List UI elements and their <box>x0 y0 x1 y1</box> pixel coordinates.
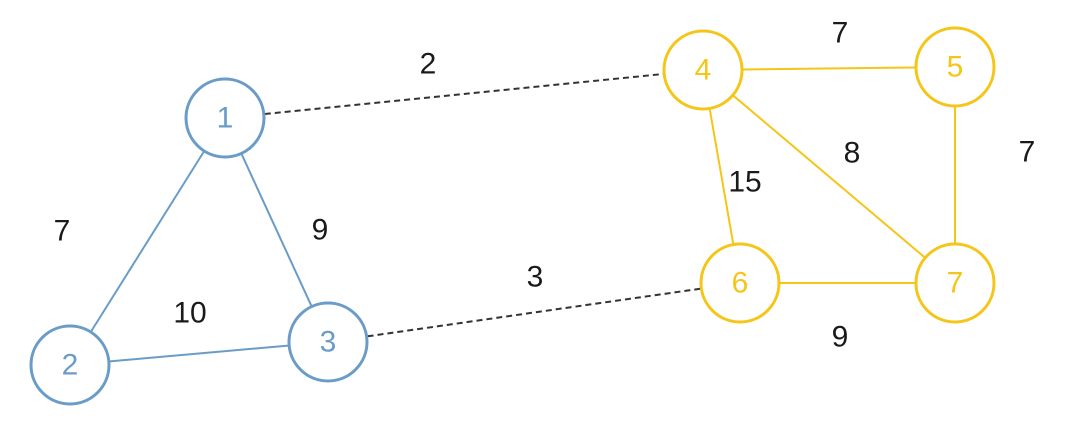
edge-1-4 <box>264 73 664 115</box>
node-3: 3 <box>287 301 369 383</box>
node-label-7: 7 <box>947 267 964 300</box>
node-5: 5 <box>914 26 996 108</box>
edge-4-7 <box>732 95 926 258</box>
edge-weight-3-6: 3 <box>527 261 544 294</box>
edge-weight-1-4: 2 <box>420 48 437 81</box>
node-label-6: 6 <box>732 267 749 300</box>
edges-layer <box>90 66 956 363</box>
edge-weight-4-7: 8 <box>844 137 861 170</box>
node-2: 2 <box>29 324 111 406</box>
edge-weight-5-7: 7 <box>1019 136 1036 169</box>
node-circle-4 <box>662 29 744 111</box>
node-circle-6 <box>699 242 781 324</box>
node-label-2: 2 <box>62 349 79 382</box>
edge-4-6 <box>708 109 735 244</box>
node-4: 4 <box>662 29 744 111</box>
nodes-layer: 1 2 3 4 5 6 7 <box>29 26 996 406</box>
edge-1-2 <box>90 151 205 332</box>
edge-weight-1-3: 9 <box>312 214 329 247</box>
edge-1-3 <box>240 153 313 307</box>
edge-4-5 <box>742 66 916 71</box>
edge-3-6 <box>367 287 701 338</box>
edge-weight-1-2: 7 <box>54 215 71 248</box>
node-circle-2 <box>29 324 111 406</box>
node-label-4: 4 <box>695 54 712 87</box>
node-6: 6 <box>699 242 781 324</box>
node-7: 7 <box>914 242 996 324</box>
node-circle-1 <box>184 77 266 159</box>
edge-weight-4-6: 15 <box>728 166 761 199</box>
node-circle-3 <box>287 301 369 383</box>
node-circle-5 <box>914 26 996 108</box>
edge-weight-4-5: 7 <box>832 17 849 50</box>
node-label-3: 3 <box>320 326 337 359</box>
node-label-5: 5 <box>947 51 964 84</box>
edge-weight-6-7: 9 <box>832 321 849 354</box>
node-1: 1 <box>184 77 266 159</box>
edge-2-3 <box>109 344 289 363</box>
node-circle-7 <box>914 242 996 324</box>
edge-weight-2-3: 10 <box>173 297 206 330</box>
node-label-1: 1 <box>217 102 234 135</box>
